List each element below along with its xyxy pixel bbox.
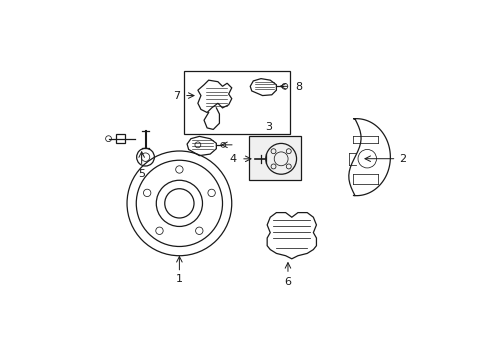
Text: 4: 4 xyxy=(229,154,236,164)
Text: 3: 3 xyxy=(264,122,271,132)
Text: 1: 1 xyxy=(176,274,183,284)
Text: 2: 2 xyxy=(398,154,406,164)
Text: 7: 7 xyxy=(172,91,180,100)
Bar xyxy=(248,136,301,180)
Text: 5: 5 xyxy=(138,169,145,179)
Text: 6: 6 xyxy=(284,277,291,287)
Bar xyxy=(116,134,125,143)
Text: 8: 8 xyxy=(294,82,302,92)
Bar xyxy=(183,71,290,134)
